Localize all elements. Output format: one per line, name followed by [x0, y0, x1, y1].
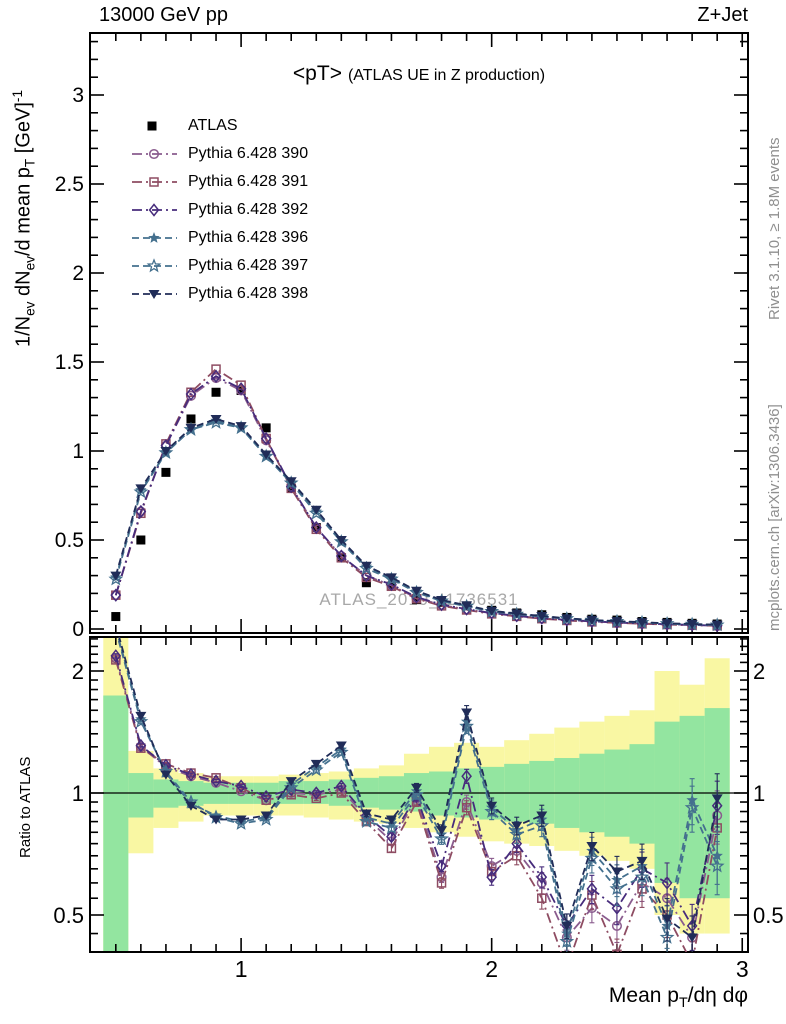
axis-ticks	[91, 34, 747, 951]
y-axis-label: 1/Nev dNev/d mean pT [GeV]-1	[10, 89, 38, 347]
legend-label: Pythia 6.428 397	[188, 257, 309, 274]
legend-item: Pythia 6.428 391	[131, 168, 308, 196]
svg-text:2: 2	[72, 659, 84, 684]
uncertainty-bands	[103, 637, 730, 952]
svg-text:0: 0	[72, 618, 84, 641]
legend-label: Pythia 6.428 391	[188, 173, 309, 190]
svg-text:0.5: 0.5	[53, 903, 84, 928]
circle-open-legend-marker	[132, 148, 177, 160]
plot-title: <pT> (ATLAS UE in Z production)	[90, 62, 748, 86]
svg-text:2.5: 2.5	[55, 173, 84, 196]
legend-item: Pythia 6.428 390	[131, 140, 308, 168]
svg-text:1: 1	[72, 440, 84, 463]
legend-label: Pythia 6.428 396	[188, 229, 309, 246]
svg-text:1: 1	[753, 781, 765, 806]
x-axis-label: Mean pT/dη dφ	[608, 984, 748, 1012]
legend-label: Pythia 6.428 390	[188, 145, 309, 162]
svg-text:3: 3	[72, 84, 84, 107]
legend-item: Pythia 6.428 398	[131, 280, 308, 308]
svg-text:2: 2	[72, 262, 84, 285]
star-filled-legend-marker	[132, 232, 177, 243]
legend: ATLAS Pythia 6.428 390 Pythia 6.428 391 Pyt…	[131, 112, 308, 308]
main-series	[108, 364, 725, 633]
svg-text:1: 1	[72, 781, 84, 806]
legend-item: Pythia 6.428 392	[131, 196, 308, 224]
svg-text:0.5: 0.5	[55, 529, 84, 552]
tick-labels: 0 0.5 1 1.5 2 2.5 3 0.5 0.5 1 1 2 2 1 2 3	[53, 84, 783, 982]
legend-label: Pythia 6.428 398	[188, 285, 309, 302]
beam-energy-label: 13000 GeV pp	[99, 4, 228, 26]
ratio-axis-label: Ratio to ATLAS	[17, 756, 34, 858]
svg-text:3: 3	[736, 956, 749, 982]
legend-item: Pythia 6.428 396	[131, 224, 308, 252]
svg-text:1.5: 1.5	[55, 351, 84, 374]
legend-item: ATLAS	[131, 112, 308, 140]
square-filled-legend-marker	[147, 121, 157, 131]
star-open-legend-marker	[132, 258, 177, 273]
triangle-down-filled-legend-marker	[132, 290, 177, 299]
diamond-open-legend-marker	[132, 203, 177, 217]
main-panel-frame	[89, 32, 749, 634]
observable-title: <pT>	[292, 62, 342, 85]
svg-text:2: 2	[753, 659, 765, 684]
square-open-legend-marker	[132, 177, 177, 187]
analysis-title: (ATLAS UE in Z production)	[347, 67, 546, 84]
legend-label: Pythia 6.428 392	[188, 201, 309, 218]
svg-text:1: 1	[235, 956, 248, 982]
mcplots-credit: mcplots.cern.ch [arXiv:1306.3436]	[766, 404, 783, 631]
process-label: Z+Jet	[697, 4, 748, 26]
legend-item: Pythia 6.428 397	[131, 252, 308, 280]
ratio-panel-frame	[89, 636, 749, 953]
legend-label: ATLAS	[188, 117, 238, 134]
rivet-version-credit: Rivet 3.1.10, ≥ 1.8M events	[766, 137, 783, 321]
svg-text:0.5: 0.5	[753, 903, 784, 928]
ratio-series	[110, 637, 725, 952]
svg-text:2: 2	[485, 956, 498, 982]
